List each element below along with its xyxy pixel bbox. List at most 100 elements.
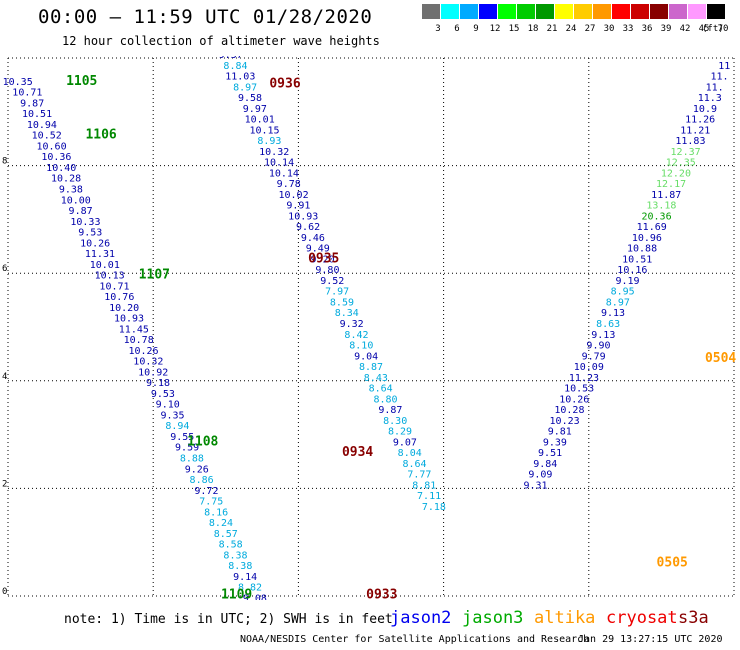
data-label-jason3: 10.32 — [133, 357, 163, 368]
units-note: note: 1) Time is in UTC; 2) SWH is in fe… — [64, 612, 393, 627]
data-label-jason3: 8.38 — [228, 561, 252, 572]
legend-label: 27 — [584, 24, 596, 34]
data-label-jason3: 10.26 — [128, 346, 158, 357]
data-label-cryosat: 9.52 — [320, 276, 344, 287]
generated-timestamp: Jan 29 13:27:15 UTC 2020 — [578, 634, 723, 645]
data-label-jason3: 10.00 — [61, 195, 91, 206]
data-label-altika: 9.19 — [615, 276, 639, 287]
data-label-cryosat: 8.80 — [373, 394, 397, 405]
data-label-altika: 13.18 — [646, 201, 676, 212]
data-label-cryosat: 7.11 — [417, 491, 441, 502]
legend-label: 18 — [527, 24, 539, 34]
pass-label: 1105 — [66, 74, 97, 89]
data-label-jason3: 9.10 — [156, 400, 180, 411]
data-label-jason3: 9.18 — [146, 378, 170, 389]
data-label-jason3: 10.01 — [90, 260, 120, 271]
data-label-altika: 10.53 — [564, 384, 594, 395]
data-label-altika: 10.26 — [559, 394, 589, 405]
data-label-jason3: 10.92 — [138, 367, 168, 378]
legend-swatch — [612, 4, 630, 19]
pass-label: 0933 — [366, 588, 397, 600]
chart-subtitle: 12 hour collection of altimeter wave hei… — [62, 34, 380, 48]
data-label-cryosat: 9.04 — [354, 351, 378, 362]
y-tick-label: 8 — [2, 157, 7, 167]
data-label-cryosat: 9.80 — [315, 265, 339, 276]
legend-swatch — [536, 4, 554, 19]
data-label-jason3: 10.28 — [51, 174, 81, 185]
data-label-altika: 10.51 — [622, 254, 652, 265]
data-label-cryosat: 8.30 — [383, 416, 407, 427]
satellite-label-cryosat: cryosat — [606, 608, 678, 628]
pass-label: 1106 — [85, 128, 116, 143]
data-label-jason3: 10.35 — [3, 77, 33, 88]
data-label-cryosat: 8.64 — [369, 384, 393, 395]
legend-label: 45 — [698, 24, 710, 34]
data-label-altika: 12.37 — [671, 147, 701, 158]
data-label-altika: 10.9 — [693, 104, 717, 115]
data-label-altika: 9.13 — [601, 308, 625, 319]
data-label-cryosat: 8.93 — [257, 136, 281, 147]
data-label-jason3: 8.57 — [214, 529, 238, 540]
data-label-cryosat: 9.49 — [306, 244, 330, 255]
data-label-cryosat: 8.84 — [223, 61, 247, 72]
data-label-jason3: 11.31 — [85, 249, 115, 260]
data-label-jason3: 8.88 — [180, 454, 204, 465]
data-label-jason3: 7.75 — [199, 497, 223, 508]
data-label-jason3: 8.58 — [219, 540, 243, 551]
y-tick-label: 0 — [2, 587, 7, 597]
legend-swatch — [479, 4, 497, 19]
data-label-jason3: 10.26 — [80, 238, 110, 249]
data-label-altika: 11.83 — [675, 136, 705, 147]
data-label-jason3: 8.94 — [165, 421, 189, 432]
legend-swatch — [707, 4, 725, 19]
data-label-jason3: 9.53 — [78, 228, 102, 239]
data-label-jason3: 10.20 — [109, 303, 139, 314]
data-label-cryosat: 9.07 — [393, 437, 417, 448]
legend-label: 42 — [679, 24, 691, 34]
data-label-cryosat: 10.14 — [269, 168, 299, 179]
data-label-altika: 11. — [706, 82, 724, 93]
legend-swatch — [460, 4, 478, 19]
data-label-altika: 9.13 — [591, 330, 615, 341]
pass-label: 1108 — [187, 434, 218, 449]
pass-label: 0505 — [657, 555, 688, 570]
data-label-jason3: 8.38 — [223, 550, 247, 561]
data-label-cryosat: 9.87 — [378, 405, 402, 416]
data-label-altika: 8.97 — [606, 297, 630, 308]
data-label-jason3: 10.36 — [41, 152, 71, 163]
data-label-altika: 10.28 — [554, 405, 584, 416]
data-label-altika: 9.39 — [543, 437, 567, 448]
legend-swatch — [422, 4, 440, 19]
legend-label: 21 — [546, 24, 558, 34]
credit-line: NOAA/NESDIS Center for Satellite Applica… — [240, 634, 590, 645]
data-label-cryosat: 8.34 — [335, 308, 359, 319]
data-label-jason3: 10.93 — [114, 314, 144, 325]
data-label-jason3: 10.40 — [46, 163, 76, 174]
data-label-cryosat: 8.42 — [344, 330, 368, 341]
data-label-cryosat: 11.03 — [225, 72, 255, 83]
data-label-cryosat: 7.97 — [325, 287, 349, 298]
data-label-jason3: 9.87 — [20, 98, 44, 109]
legend-label: 30 — [603, 24, 615, 34]
y-tick-label: 6 — [2, 264, 7, 274]
data-label-jason3: 8.86 — [190, 475, 214, 486]
data-label-altika: 10.23 — [550, 416, 580, 427]
legend-swatch — [517, 4, 535, 19]
pass-label: 0935 — [308, 251, 339, 266]
data-label-cryosat: 9.91 — [286, 201, 310, 212]
data-label-jason3: 9.87 — [69, 206, 93, 217]
data-label-jason3: 9.08 — [243, 593, 267, 600]
data-label-cryosat: 8.29 — [388, 427, 412, 438]
data-label-altika: 11.3 — [698, 93, 722, 104]
data-label-altika: 9.81 — [548, 427, 572, 438]
satellite-label-altika: altika — [534, 608, 596, 628]
data-label-jason3: 10.33 — [70, 217, 100, 228]
legend-label: 9 — [473, 24, 479, 34]
legend-label: 36 — [641, 24, 653, 34]
data-label-jason3: 9.14 — [233, 572, 257, 583]
data-label-cryosat: 8.87 — [359, 362, 383, 373]
data-label-jason3: 10.71 — [99, 281, 129, 292]
data-label-cryosat: 8.64 — [403, 459, 427, 470]
data-label-cryosat: 8.10 — [349, 341, 373, 352]
y-tick-label: 2 — [2, 479, 7, 489]
